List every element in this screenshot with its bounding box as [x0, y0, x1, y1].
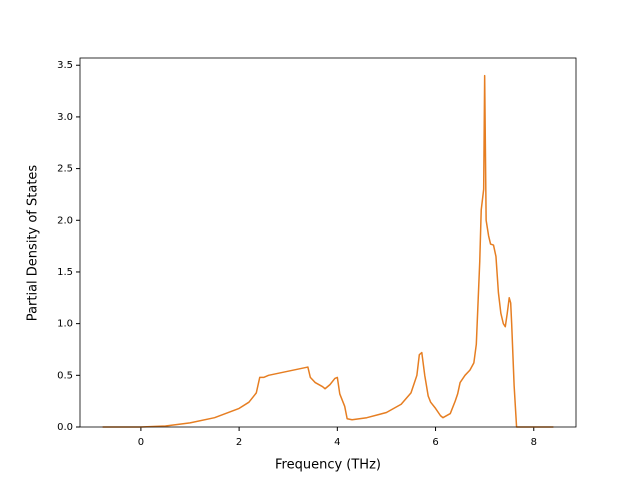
y-tick-label: 2.5 [57, 164, 73, 175]
y-tick-label: 3.0 [57, 112, 73, 123]
x-tick-label: 4 [334, 437, 340, 448]
y-tick-label: 0.0 [57, 422, 73, 433]
y-axis-label: Partial Density of States [26, 165, 41, 322]
x-tick-label: 8 [531, 437, 537, 448]
x-axis-label: Frequency (THz) [275, 458, 381, 473]
y-tick-label: 1.5 [57, 267, 73, 278]
y-tick-label: 2.0 [57, 215, 73, 226]
y-tick-label: 0.5 [57, 370, 73, 381]
plot-frame [79, 57, 577, 428]
x-tick-label: 2 [236, 437, 242, 448]
x-tick-label: 0 [138, 437, 144, 448]
y-tick-label: 1.0 [57, 319, 73, 330]
y-tick-label: 3.5 [57, 60, 73, 71]
x-tick-label: 6 [432, 437, 438, 448]
data-line [102, 74, 554, 428]
